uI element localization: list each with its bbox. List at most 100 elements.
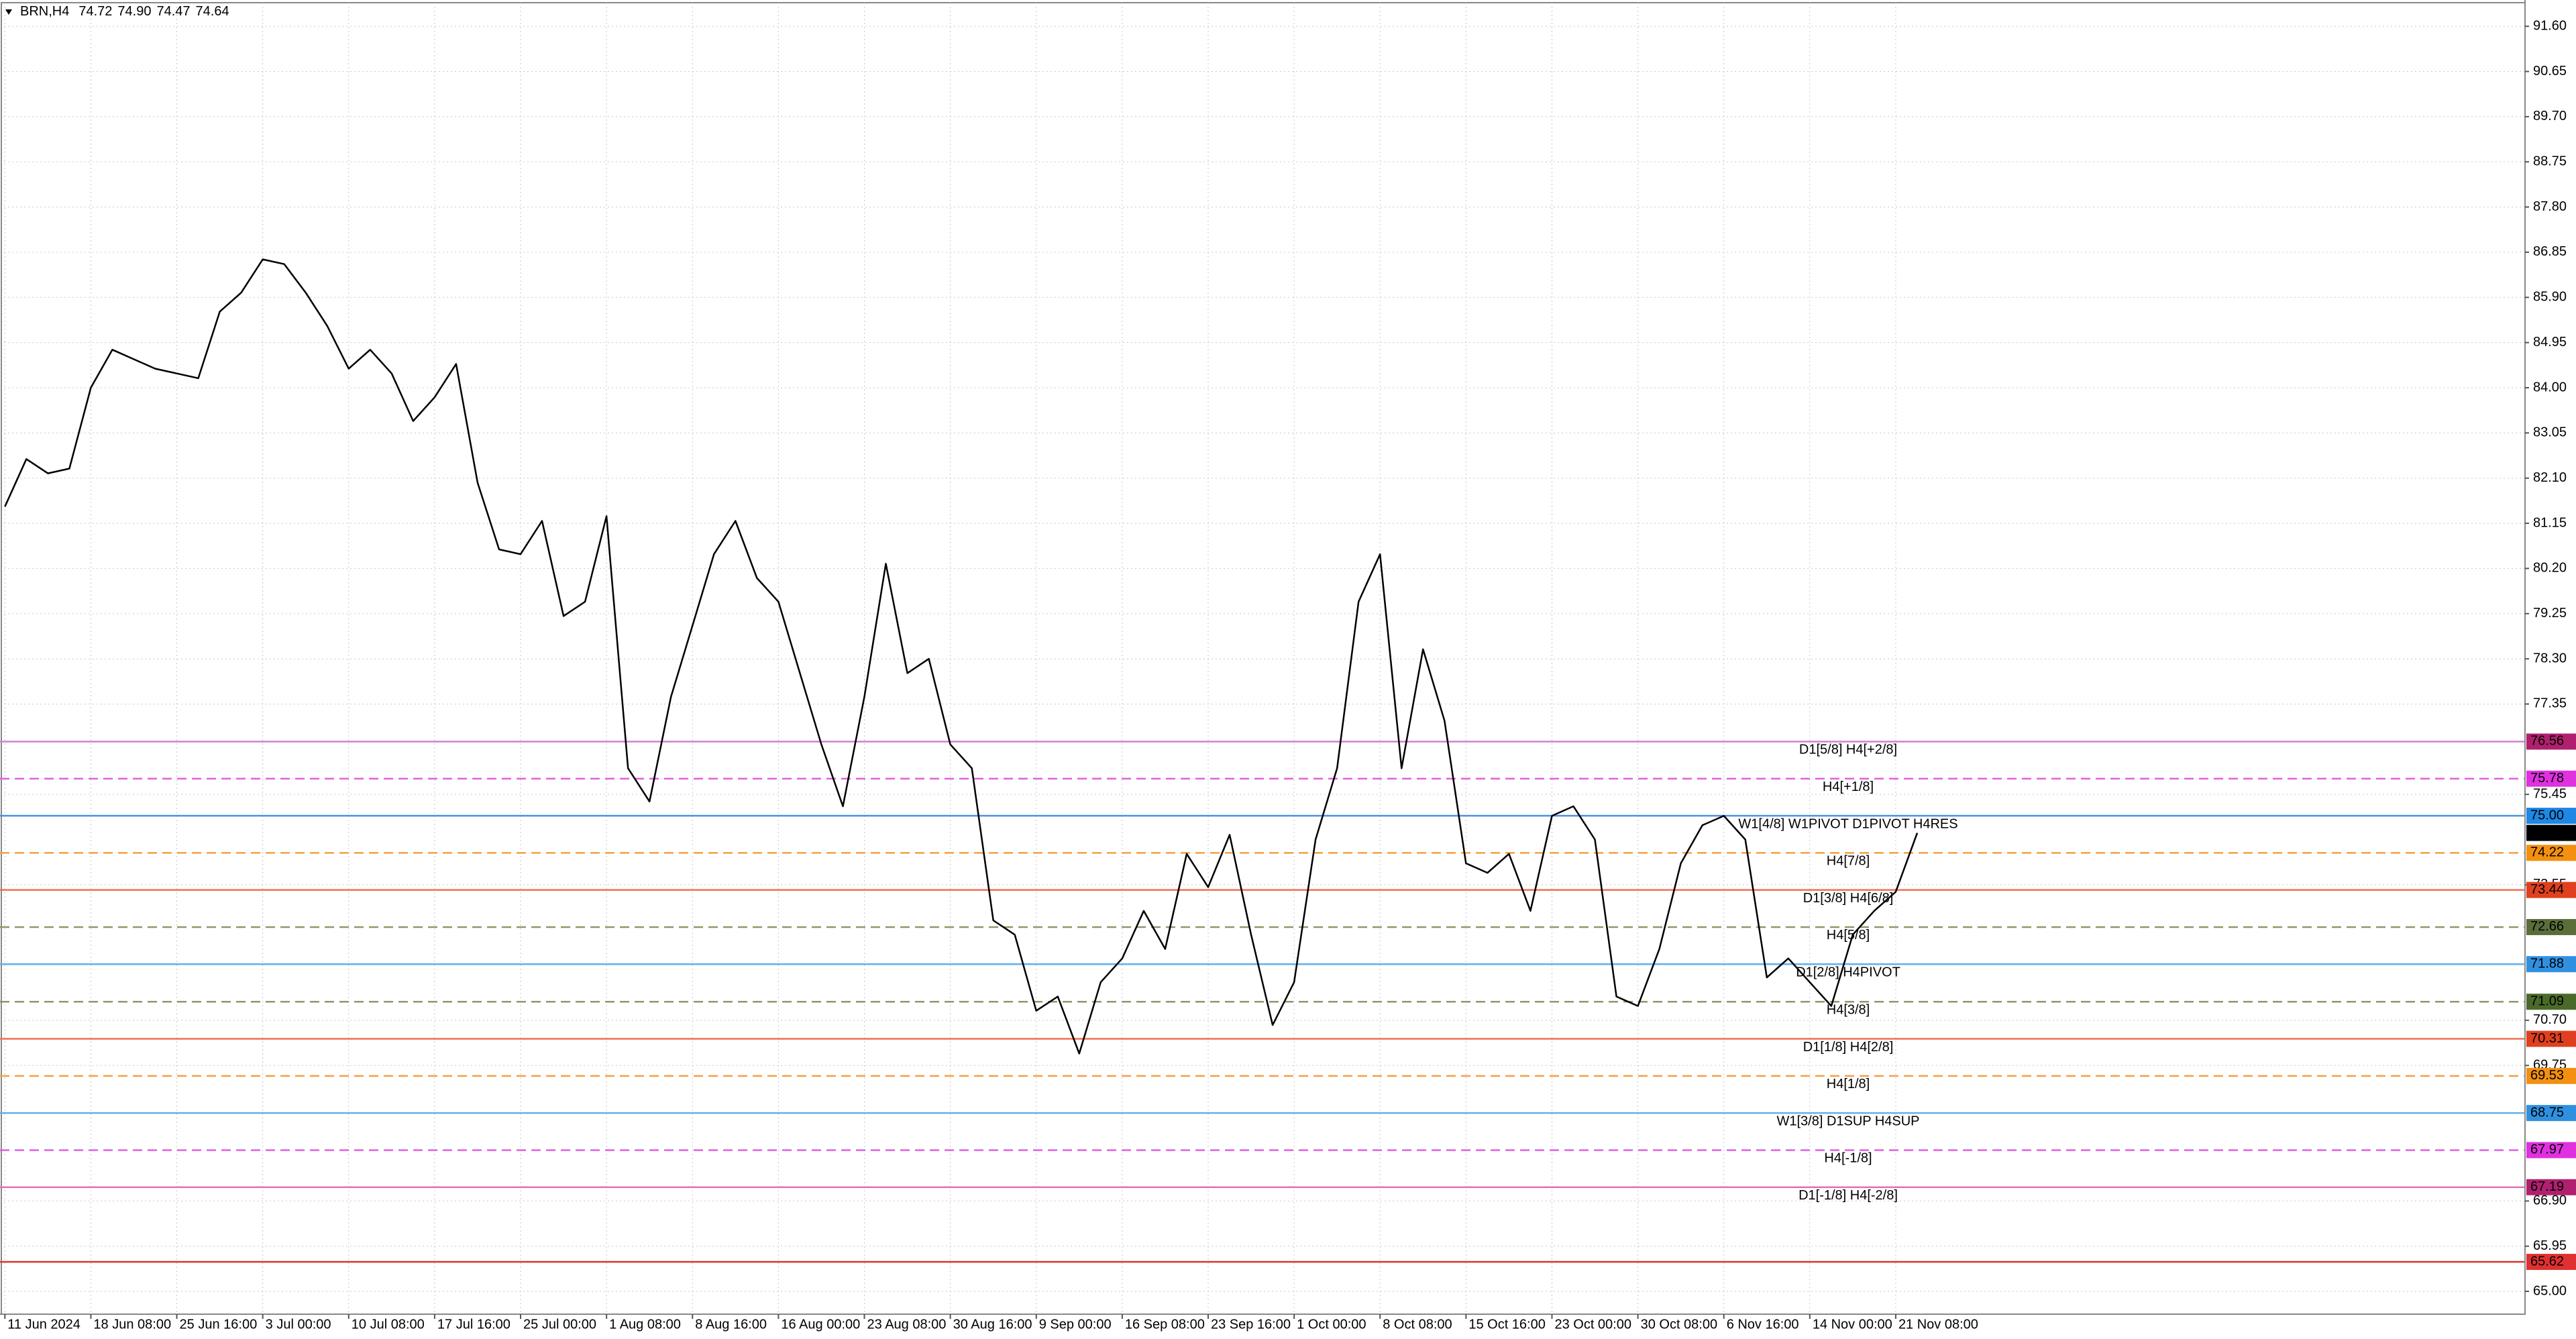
price-box [2526, 770, 2576, 787]
menu-triangle[interactable] [5, 9, 12, 15]
price-box-label: 67.19 [2530, 1179, 2564, 1194]
level-label: D1[2/8] H4PIVOT [1796, 965, 1900, 980]
x-tick-label: 15 Oct 16:00 [1468, 1317, 1546, 1332]
price-box-label: 74.22 [2530, 845, 2564, 860]
x-tick-label: 16 Aug 00:00 [781, 1317, 860, 1332]
y-tick-label: 86.85 [2533, 244, 2567, 259]
x-tick-label: 18 Jun 08:00 [93, 1317, 171, 1332]
series-layer [4, 258, 1919, 1055]
x-tick-label: 3 Jul 00:00 [266, 1317, 331, 1332]
level-label: D1[1/8] H4[2/8] [1803, 1040, 1894, 1055]
x-tick-label: 17 Jul 16:00 [437, 1317, 511, 1332]
price-box-label: 76.56 [2530, 734, 2564, 749]
x-tick-label: 8 Aug 16:00 [695, 1317, 767, 1332]
price-box-label: 75.00 [2530, 808, 2564, 822]
y-tick-label: 78.30 [2533, 651, 2567, 665]
price-box [2526, 994, 2576, 1010]
header: BRN,H4 74.72 74.90 74.47 74.64 [5, 4, 229, 19]
y-tick-label: 75.45 [2533, 786, 2567, 801]
price-line [4, 258, 1919, 1055]
y-tick-label: 90.65 [2533, 64, 2567, 78]
x-tick-label: 23 Oct 00:00 [1554, 1317, 1631, 1332]
grid-layer [0, 3, 2525, 1314]
current-price-box [2526, 824, 2576, 841]
level-label: H4[3/8] [1827, 1003, 1870, 1018]
price-box-label: 65.62 [2530, 1254, 2564, 1269]
y-tick-label: 65.00 [2533, 1283, 2567, 1298]
x-tick-label: 6 Nov 16:00 [1727, 1317, 1799, 1332]
price-box [2526, 881, 2576, 898]
y-tick-label: 91.60 [2533, 18, 2567, 33]
y-tick-label: 81.15 [2533, 515, 2567, 530]
price-box [2526, 808, 2576, 824]
x-tick-label: 23 Aug 08:00 [867, 1317, 947, 1332]
x-tick-label: 30 Aug 16:00 [953, 1317, 1032, 1332]
level-label: H4[7/8] [1827, 854, 1870, 869]
y-tick-label: 85.90 [2533, 290, 2567, 305]
price-box [2526, 1179, 2576, 1195]
price-box-label: 69.53 [2530, 1068, 2564, 1083]
x-tick-label: 9 Sep 00:00 [1039, 1317, 1112, 1332]
level-label: W1[3/8] D1SUP H4SUP [1776, 1114, 1919, 1128]
price-box [2526, 918, 2576, 935]
y-tick-label: 70.70 [2533, 1012, 2567, 1027]
level-label: D1[-1/8] H4[-2/8] [1799, 1188, 1898, 1203]
current-price-label: 74.64 [2530, 825, 2564, 840]
price-box-label: 71.88 [2530, 957, 2564, 971]
x-tick-label: 11 Jun 2024 [7, 1317, 80, 1332]
y-tick-label: 79.25 [2533, 606, 2567, 621]
price-box [2526, 1254, 2576, 1271]
x-tick-label: 21 Nov 08:00 [1898, 1317, 1978, 1332]
y-tick-label: 84.95 [2533, 335, 2567, 350]
y-tick-label: 83.05 [2533, 425, 2567, 440]
x-tick-label: 25 Jun 16:00 [180, 1317, 258, 1332]
level-label: D1[3/8] H4[6/8] [1803, 891, 1894, 906]
level-label: H4[1/8] [1827, 1077, 1870, 1091]
level-label: D1[5/8] H4[+2/8] [1799, 743, 1897, 757]
level-label: W1[4/8] W1PIVOT D1PIVOT H4RES [1738, 816, 1957, 831]
x-tick-label: 23 Sep 16:00 [1211, 1317, 1291, 1332]
x-tick-label: 10 Jul 08:00 [352, 1317, 425, 1332]
levels-layer: D1[5/8] H4[+2/8] H4[+1/8] W1[4/8] W1PIVOT … [0, 741, 2525, 1263]
low: 74.47 [156, 4, 190, 19]
header-info: BRN,H4 74.72 74.90 74.47 74.64 [20, 4, 229, 19]
y-tick-label: 87.80 [2533, 199, 2567, 214]
price-box [2526, 845, 2576, 861]
level-label: H4[5/8] [1827, 928, 1870, 943]
level-label: H4[+1/8] [1823, 780, 1874, 794]
level-label: H4[-1/8] [1824, 1151, 1872, 1166]
y-tick-label: 65.95 [2533, 1238, 2567, 1253]
x-tick-label: 16 Sep 08:00 [1125, 1317, 1205, 1332]
price-box-label: 67.97 [2530, 1142, 2564, 1157]
x-tick-label: 1 Aug 08:00 [609, 1317, 681, 1332]
x-tick-label: 30 Oct 08:00 [1641, 1317, 1718, 1332]
price-box [2526, 1142, 2576, 1159]
y-tick-label: 77.35 [2533, 696, 2567, 711]
price-box [2526, 1030, 2576, 1047]
high: 74.90 [117, 4, 151, 19]
x-tick-label: 25 Jul 00:00 [523, 1317, 596, 1332]
y-tick-label: 88.75 [2533, 154, 2567, 169]
price-box-label: 71.09 [2530, 994, 2564, 1009]
y-tick-label: 82.10 [2533, 470, 2567, 485]
symbol: BRN,H4 [20, 4, 69, 19]
price-box-label: 70.31 [2530, 1031, 2564, 1046]
y-tick-label: 80.20 [2533, 561, 2567, 576]
price-box-label: 73.44 [2530, 882, 2564, 897]
price-box [2526, 733, 2576, 750]
price-box [2526, 1105, 2576, 1122]
price-box [2526, 956, 2576, 973]
x-tick-label: 1 Oct 00:00 [1297, 1317, 1366, 1332]
y-tick-label: 84.00 [2533, 380, 2567, 394]
price-box [2526, 1067, 2576, 1084]
price-box-label: 68.75 [2530, 1105, 2564, 1120]
y-tick-label: 89.70 [2533, 109, 2567, 123]
close: 74.64 [196, 4, 229, 19]
price-box-label: 72.66 [2530, 919, 2564, 934]
y-tick-label: 66.90 [2533, 1193, 2567, 1208]
x-tick-label: 14 Nov 00:00 [1813, 1317, 1892, 1332]
